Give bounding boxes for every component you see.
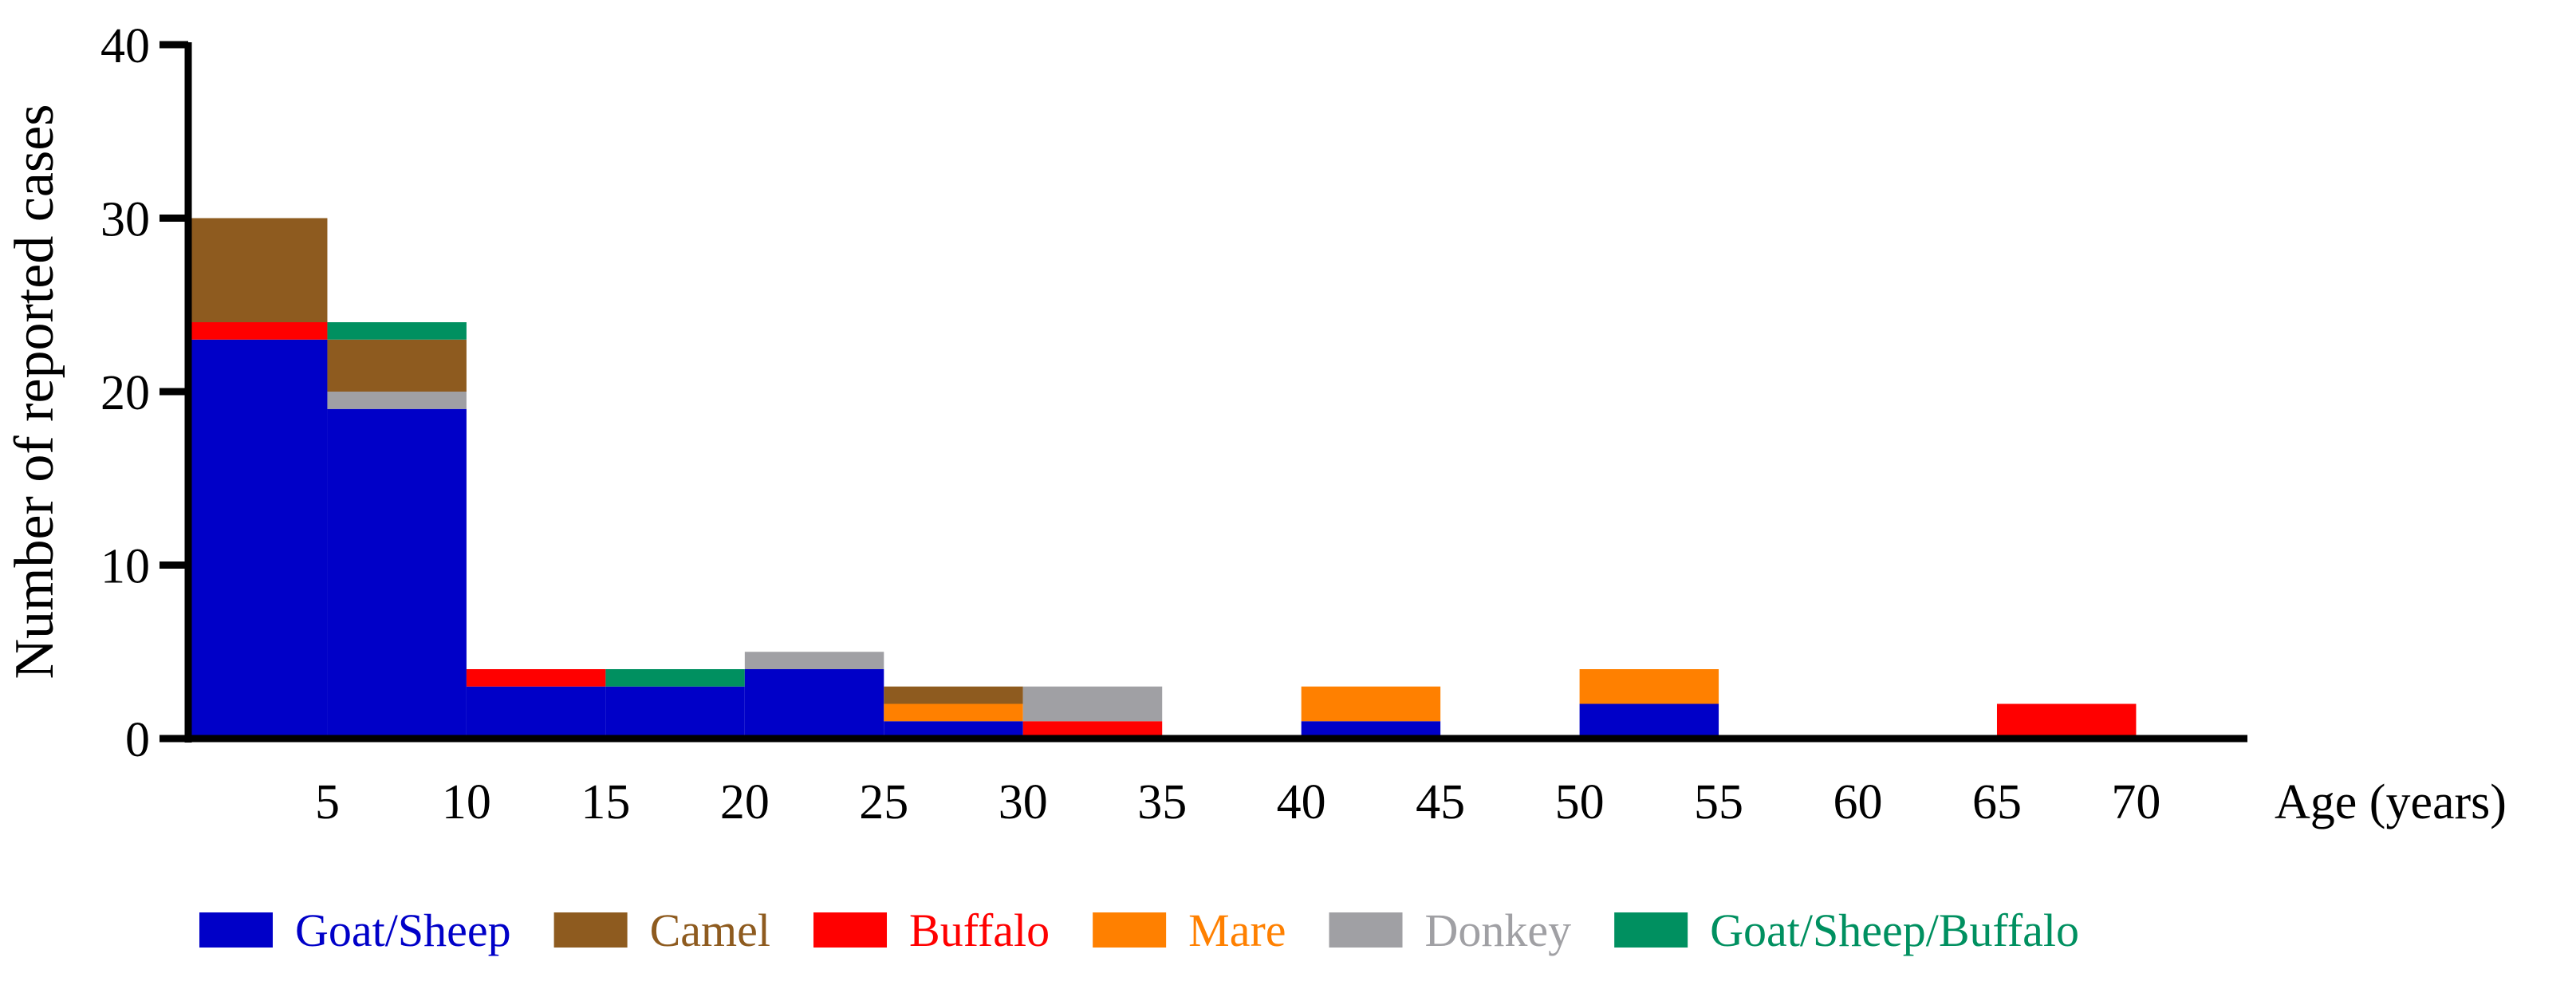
bar-camel-5-10	[327, 339, 467, 392]
x-tick-label: 50	[1555, 775, 1605, 829]
bar-goat-sheep-20-25	[744, 669, 884, 739]
x-tick-label: 20	[720, 775, 770, 829]
bar-goat-sheep-10-15	[466, 686, 606, 739]
x-tick-label: 30	[998, 775, 1048, 829]
x-axis-label: Age (years)	[2275, 775, 2507, 829]
bar-goat-sheep-buffalo-15-20	[605, 669, 745, 687]
bar-buffalo-65-70	[1996, 703, 2137, 739]
bar-camel-25-30	[884, 686, 1023, 704]
bar-donkey-30-35	[1022, 686, 1163, 722]
x-tick-label: 15	[581, 775, 630, 829]
legend-swatch-goat-sheep-buffalo	[1614, 912, 1688, 948]
bar-donkey-20-25	[744, 652, 884, 669]
x-tick-label: 10	[442, 775, 491, 829]
bar-buffalo-0-5	[188, 322, 328, 340]
bar-buffalo-30-35	[1022, 721, 1163, 739]
legend-label-buffalo: Buffalo	[909, 904, 1050, 956]
y-tick-label: 0	[125, 713, 150, 767]
bar-buffalo-10-15	[466, 669, 606, 687]
legend-swatch-camel	[553, 912, 628, 948]
bar-goat-sheep-50-55	[1579, 703, 1719, 739]
x-tick-label: 5	[315, 775, 340, 829]
y-tick-label: 10	[100, 540, 150, 594]
legend-label-goat-sheep: Goat/Sheep	[295, 904, 511, 956]
legend-label-donkey: Donkey	[1425, 904, 1572, 956]
legend-swatch-donkey	[1329, 912, 1403, 948]
x-tick-label: 55	[1694, 775, 1743, 829]
x-tick-label: 40	[1277, 775, 1326, 829]
y-axis-label: Number of reported cases	[4, 104, 65, 679]
legend-swatch-goat-sheep	[199, 912, 273, 948]
legend-swatch-buffalo	[813, 912, 888, 948]
bar-goat-sheep-0-5	[188, 339, 328, 739]
x-tick-label: 25	[859, 775, 908, 829]
bar-goat-sheep-buffalo-5-10	[327, 322, 467, 340]
legend-label-mare: Mare	[1188, 904, 1286, 956]
x-tick-label: 45	[1416, 775, 1465, 829]
x-tick-label: 70	[2111, 775, 2160, 829]
legend-label-goat-sheep-buffalo: Goat/Sheep/Buffalo	[1710, 904, 2079, 956]
axes-layer	[160, 41, 2247, 743]
bar-camel-0-5	[188, 218, 328, 322]
bar-goat-sheep-5-10	[327, 408, 467, 739]
bar-goat-sheep-15-20	[605, 686, 745, 739]
x-tick-label: 60	[1834, 775, 1883, 829]
bar-goat-sheep-40-45	[1301, 721, 1441, 739]
y-tick-label: 40	[100, 19, 150, 73]
y-tick-label: 30	[100, 193, 150, 247]
x-tick-label: 35	[1137, 775, 1187, 829]
bar-mare-25-30	[884, 703, 1023, 722]
legend: Goat/Sheep Camel Buffalo Mare Donkey Goat/She…	[199, 904, 2079, 956]
bar-mare-50-55	[1579, 669, 1719, 704]
bar-goat-sheep-25-30	[884, 721, 1023, 739]
bar-mare-40-45	[1301, 686, 1441, 722]
bars-layer	[188, 218, 2137, 739]
legend-swatch-mare	[1093, 912, 1167, 948]
legend-label-camel: Camel	[650, 904, 770, 956]
y-tick-label: 20	[100, 366, 150, 420]
bar-donkey-5-10	[327, 392, 467, 409]
x-tick-label: 65	[1972, 775, 2022, 829]
tick-labels-layer: 0 10 20 30 40 5 10 15 20 25 30 35 40 45 50 55 60 65 70	[100, 19, 2160, 829]
